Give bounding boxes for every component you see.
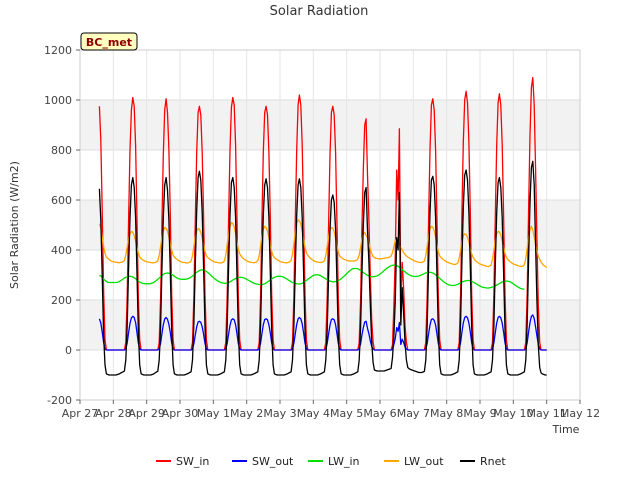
station-tag-label: BC_met xyxy=(86,36,132,49)
y-tick-label: 1200 xyxy=(44,44,72,57)
series-line-lw-out xyxy=(98,219,548,269)
legend-label: LW_out xyxy=(404,455,444,468)
x-tick-label: May 5 xyxy=(330,407,363,420)
y-tick-label: 0 xyxy=(65,344,72,357)
x-tick-label: May 12 xyxy=(560,407,600,420)
y-tick-label: 1000 xyxy=(44,94,72,107)
x-tick-label: May 9 xyxy=(463,407,496,420)
legend-label: SW_in xyxy=(176,455,209,468)
x-tick-label: May 3 xyxy=(263,407,296,420)
station-tag-box xyxy=(80,32,138,51)
y-axis-ticks: -200 0 200 400 600 800 1000 1200 xyxy=(44,44,80,407)
background-band xyxy=(80,350,580,400)
x-tick-label: May 7 xyxy=(397,407,430,420)
x-tick-label: Apr 28 xyxy=(95,407,132,420)
x-axis-label: Time xyxy=(552,423,580,436)
chart-title: Solar Radiation xyxy=(270,4,369,19)
legend-label: SW_out xyxy=(252,455,294,468)
legend-label: Rnet xyxy=(480,455,506,468)
y-tick-label: 600 xyxy=(51,194,72,207)
y-tick-label: 400 xyxy=(51,244,72,257)
x-tick-label: May 1 xyxy=(197,407,230,420)
y-tick-label: -200 xyxy=(47,394,72,407)
station-tag: BC_met xyxy=(80,32,138,51)
series-line-rnet xyxy=(98,160,547,376)
x-tick-label: May 4 xyxy=(297,407,330,420)
legend-label: LW_in xyxy=(328,455,360,468)
series-layer xyxy=(98,76,548,376)
y-tick-label: 800 xyxy=(51,144,72,157)
x-tick-label: May 11 xyxy=(527,407,567,420)
x-tick-label: May 10 xyxy=(493,407,533,420)
x-tick-label: May 6 xyxy=(363,407,396,420)
x-tick-label: Apr 27 xyxy=(62,407,99,420)
x-tick-label: May 2 xyxy=(230,407,263,420)
x-tick-label: Apr 30 xyxy=(162,407,199,420)
plot-frame xyxy=(79,49,581,401)
x-tick-label: May 8 xyxy=(430,407,463,420)
y-tick-label: 200 xyxy=(51,294,72,307)
background-band xyxy=(80,50,580,100)
x-tick-label: Apr 29 xyxy=(128,407,165,420)
y-axis-label: Solar Radiation (W/m2) xyxy=(8,161,21,289)
legend: SW_in SW_out LW_in LW_out Rnet xyxy=(156,455,506,468)
